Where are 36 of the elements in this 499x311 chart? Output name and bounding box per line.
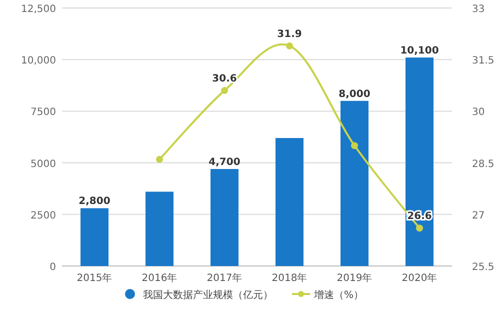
data-label: 4,700 <box>208 156 240 168</box>
bar <box>80 208 108 266</box>
point <box>156 156 163 163</box>
y-tick-label: 12,500 <box>21 4 56 15</box>
point <box>221 87 228 94</box>
bar <box>276 138 304 266</box>
x-tick-label: 2018年 <box>272 272 308 284</box>
y2-tick-label: 28.5 <box>472 158 494 170</box>
bar <box>406 58 434 266</box>
data-label: 8,000 <box>338 88 370 100</box>
x-tick-label: 2019年 <box>336 272 372 284</box>
y-tick-label: 0 <box>50 262 56 273</box>
y2-tick-label: 33 <box>472 4 485 15</box>
bar <box>340 100 368 266</box>
x-tick-label: 2017年 <box>206 272 242 284</box>
data-label: 31.9 <box>277 28 302 40</box>
y-tick-label: 5000 <box>30 158 56 170</box>
y-tick-label: 2500 <box>30 210 56 222</box>
point <box>416 224 423 232</box>
bar <box>210 168 238 266</box>
x-tick-label: 2016年 <box>142 272 178 284</box>
point <box>351 142 358 150</box>
data-label: 10,100 <box>400 46 439 57</box>
x-tick-label: 2015年 <box>76 272 112 284</box>
bar <box>146 192 174 266</box>
legend-label: 增速（%） <box>313 289 364 301</box>
x-tick-label: 2020年 <box>402 272 438 284</box>
y2-tick-label: 30 <box>472 107 485 118</box>
point <box>286 42 293 50</box>
data-label: 2,800 <box>78 196 110 208</box>
y2-tick-label: 25.5 <box>472 262 494 273</box>
y2-tick-label: 31.5 <box>472 56 494 67</box>
y-tick-label: 10,000 <box>21 56 56 67</box>
legend-label: 我国大数据产业规模（亿元） <box>143 289 273 301</box>
y2-tick-label: 27 <box>472 210 485 222</box>
y-tick-label: 7500 <box>30 107 56 118</box>
